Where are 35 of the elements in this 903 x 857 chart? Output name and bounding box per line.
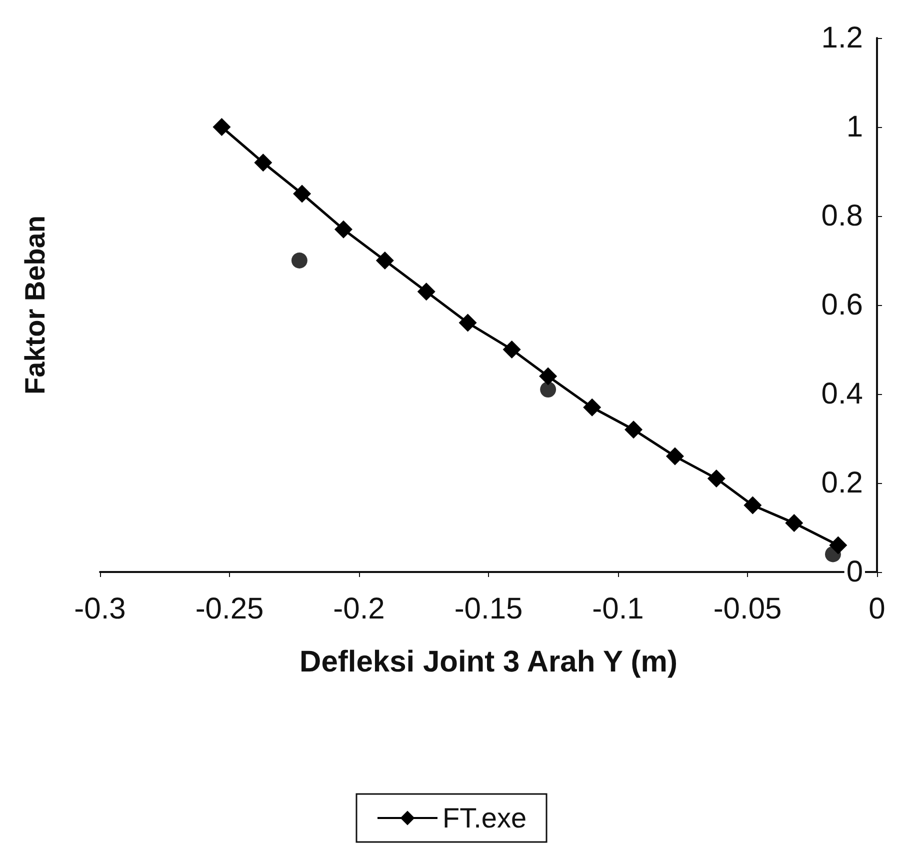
y-tick-label: 0.6 [821,288,863,322]
y-tick-label: 1 [846,110,863,144]
y-tick-label: 0.8 [821,200,863,232]
point [744,496,762,514]
y-tick-label: 0.4 [821,378,863,410]
point [624,420,643,439]
point [540,382,556,398]
point [829,536,848,554]
point [334,220,352,238]
x-tick-label: -0.1 [592,592,644,626]
point [785,514,804,532]
x-axis-title: Defleksi Joint 3 Arah Y (m) [300,646,678,678]
point [458,314,477,332]
point [502,340,521,358]
point [417,282,436,301]
point [212,118,231,136]
x-tick-label: -0.3 [74,592,126,626]
x-tick-label: -0.2 [333,592,385,626]
x-tick-label: -0.25 [195,592,264,626]
point [707,470,726,488]
point [254,154,272,172]
x-tick-label: -0.05 [713,592,782,626]
point [293,184,312,203]
point [291,252,308,268]
legend-label: FT.exe [442,802,527,834]
point [583,398,602,416]
x-tick-label: -0.15 [454,592,523,626]
point [539,367,558,386]
x-tick-label: 0 [868,592,886,626]
y-tick-label: 0.2 [821,466,863,500]
point [666,447,684,466]
point [376,252,394,270]
y-axis-title: Faktor Beban [20,216,50,394]
y-tick-label: 1.2 [821,22,863,54]
y-tick-label: 0 [846,556,863,588]
